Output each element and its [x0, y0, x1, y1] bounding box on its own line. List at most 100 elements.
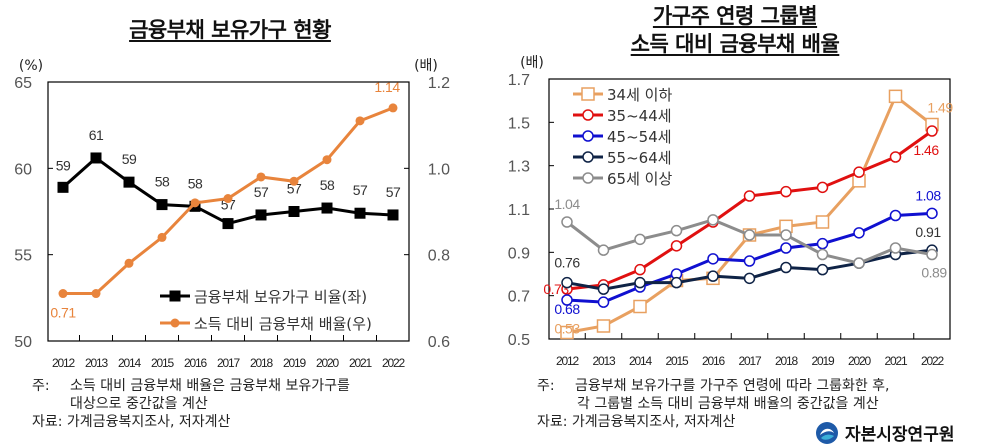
- left-x-tick-label: 2013: [85, 356, 108, 370]
- left-right-unit: (배): [414, 58, 438, 74]
- left-data-point: [256, 172, 266, 182]
- right-data-point: [743, 229, 756, 241]
- right-chart-title-line2: 소득 대비 금융부채 배율: [630, 32, 840, 56]
- right-data-label: 1.46: [913, 142, 939, 158]
- right-data-point: [780, 185, 792, 198]
- right-left-tick-label: 1.3: [508, 159, 530, 176]
- right-note-line2: 각 그룹별 소득 대비 금융부채 배율의 중간값을 계산: [577, 396, 879, 412]
- left-right-tick-label: 1.2: [428, 75, 450, 92]
- left-x-tick-label: 2019: [283, 356, 306, 370]
- logo-icon: [816, 421, 838, 444]
- right-x-tick-label: 2018: [775, 354, 798, 368]
- left-x-tick-label: 2014: [118, 356, 141, 370]
- right-x-tick-label: 2014: [629, 354, 652, 368]
- right-legend-label: 34세 이하: [607, 86, 672, 104]
- right-data-point: [670, 224, 683, 237]
- left-data-label: 57: [254, 184, 269, 200]
- right-left-tick-label: 0.5: [508, 332, 530, 349]
- left-right-tick-label: 0.6: [428, 334, 450, 351]
- left-note-prefix: 주:: [32, 378, 50, 394]
- left-x-tick-label: 2012: [52, 356, 75, 370]
- left-plot-frame: [47, 81, 410, 342]
- right-data-point: [853, 257, 865, 269]
- left-chart-title: 금융부채 보유가구 현황: [129, 18, 331, 42]
- right-x-tick-label: 2022: [921, 354, 944, 368]
- right-data-point: [634, 233, 646, 246]
- left-left-unit: (%): [19, 58, 43, 74]
- left-data-point: [91, 289, 101, 299]
- left-x-tick-label: 2022: [382, 356, 405, 370]
- right-left-tick-label: 1.7: [508, 72, 530, 89]
- left-note-line2: 대상으로 중간값을 계산: [70, 396, 208, 412]
- left-left-tick-label: 65: [14, 75, 32, 92]
- left-legend-marker: [169, 290, 181, 302]
- right-data-point: [853, 166, 865, 178]
- left-data-point: [288, 206, 300, 217]
- left-x-tick-label: 2018: [250, 356, 273, 370]
- left-data-point: [124, 258, 134, 268]
- right-data-label: 0.53: [554, 321, 580, 337]
- left-left-tick-label: 50: [14, 334, 32, 351]
- left-data-point: [57, 181, 69, 193]
- left-data-label: 59: [122, 151, 137, 167]
- right-note: 주: 금융부채 보유가구를 가구주 연령에 따라 그룹화한 후,: [537, 377, 890, 395]
- left-left-tick-label: 60: [14, 161, 32, 178]
- right-data-label: 1.08: [915, 187, 941, 203]
- left-right-tick-label: 1.0: [428, 161, 450, 178]
- left-legend-label: 소득 대비 금융부채 배율(우): [194, 315, 372, 333]
- left-data-point: [58, 289, 68, 299]
- right-data-label: 0.68: [554, 301, 580, 317]
- right-x-tick-label: 2017: [739, 354, 762, 368]
- left-source: 자료: 가계금융복지조사, 저자계산: [32, 414, 231, 430]
- left-data-point: [156, 199, 168, 211]
- right-x-tick-label: 2012: [556, 354, 579, 368]
- right-legend-marker: [582, 151, 594, 163]
- left-data-point: [355, 116, 365, 126]
- right-data-point: [780, 242, 792, 254]
- right-data-point: [561, 294, 573, 306]
- right-left-tick-label: 1.1: [508, 202, 530, 219]
- right-chart-title-line1: 가구주 연령 그룹별: [652, 4, 818, 28]
- right-data-point: [889, 151, 902, 163]
- left-note-line1: 소득 대비 금융부채 배율은 금융부채 보유가구를: [70, 378, 350, 394]
- right-data-point: [743, 255, 756, 267]
- left-data-point: [321, 202, 333, 214]
- left-x-tick-label: 2020: [316, 356, 339, 370]
- right-legend-marker: [582, 130, 594, 142]
- right-data-point: [634, 263, 646, 276]
- right-source: 자료: 가계금융복지조사, 저자계산: [537, 414, 736, 430]
- left-x-tick-label: 2016: [184, 356, 207, 370]
- right-data-point: [707, 253, 719, 265]
- right-data-point: [816, 263, 829, 276]
- right-note-prefix: 주:: [537, 378, 555, 394]
- right-legend-marker: [582, 172, 594, 184]
- right-left-tick-label: 1.5: [508, 115, 530, 132]
- right-legend-label: 35~44세: [607, 107, 672, 125]
- right-data-label: 0.76: [554, 255, 580, 271]
- right-data-point: [816, 237, 829, 250]
- right-data-point: [816, 181, 829, 194]
- left-note: 주: 소득 대비 금융부채 배율은 금융부채 보유가구를: [32, 377, 350, 395]
- left-data-point: [255, 209, 267, 221]
- right-x-tick-label: 2021: [885, 354, 908, 368]
- left-data-label: 1.14: [374, 79, 400, 95]
- right-data-point: [560, 325, 574, 340]
- right-legend-label: 55~64세: [607, 149, 672, 167]
- right-note-line1: 금융부채 보유가구를 가구주 연령에 따라 그룹화한 후,: [575, 378, 890, 394]
- left-series-line: [62, 156, 394, 226]
- left-x-tick-label: 2017: [217, 356, 240, 370]
- right-data-point: [853, 227, 865, 239]
- left-data-label: 57: [353, 182, 368, 198]
- right-data-point: [780, 261, 792, 274]
- right-data-point: [597, 283, 610, 295]
- right-data-point: [926, 125, 938, 137]
- left-data-point: [387, 209, 399, 221]
- right-legend-marker: [581, 87, 595, 101]
- right-data-label: 0.91: [915, 224, 941, 240]
- right-x-tick-label: 2016: [702, 354, 725, 368]
- right-data-point: [888, 89, 903, 104]
- left-data-point: [90, 152, 102, 164]
- right-data-point: [815, 215, 830, 229]
- left-left-tick-label: 55: [14, 248, 32, 265]
- left-right-tick-label: 0.8: [428, 248, 450, 265]
